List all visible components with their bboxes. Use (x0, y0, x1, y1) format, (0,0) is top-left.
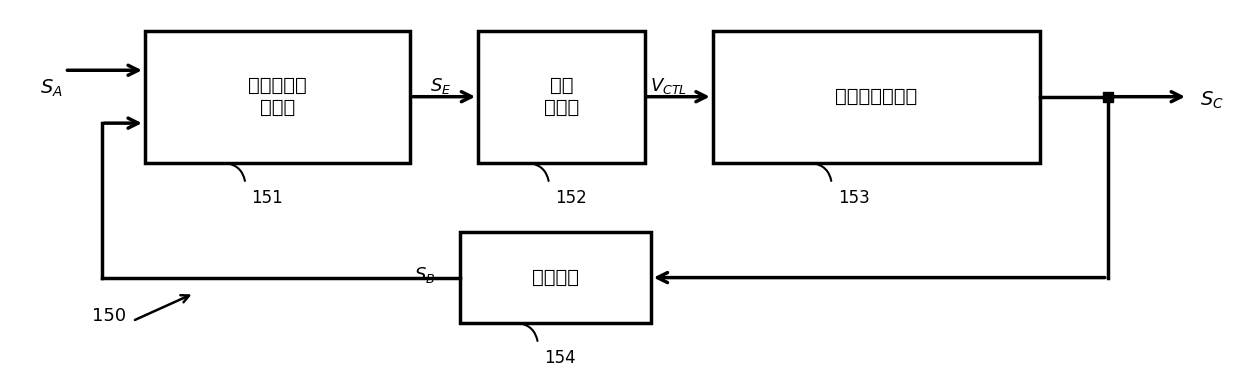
Bar (145, 31, 410, 163)
Text: 除四电路: 除四电路 (532, 268, 579, 287)
Text: $S_E$: $S_E$ (429, 76, 451, 96)
Bar (460, 232, 651, 323)
Text: 回路
滤波器: 回路 滤波器 (543, 76, 579, 117)
Text: $S_C$: $S_C$ (1200, 90, 1224, 111)
Bar (713, 31, 1039, 163)
Text: 152: 152 (556, 189, 587, 207)
Text: 电压控制振荡器: 电压控制振荡器 (835, 87, 918, 106)
Text: 相位及频率
检测器: 相位及频率 检测器 (248, 76, 306, 117)
Text: 151: 151 (252, 189, 283, 207)
Text: 150: 150 (92, 307, 125, 325)
Bar (479, 31, 645, 163)
Text: $S_A$: $S_A$ (40, 77, 62, 99)
Text: 154: 154 (544, 349, 575, 367)
Text: $V_{CTL}$: $V_{CTL}$ (650, 76, 687, 96)
Text: 153: 153 (838, 189, 869, 207)
Text: $S_B$: $S_B$ (413, 265, 435, 285)
